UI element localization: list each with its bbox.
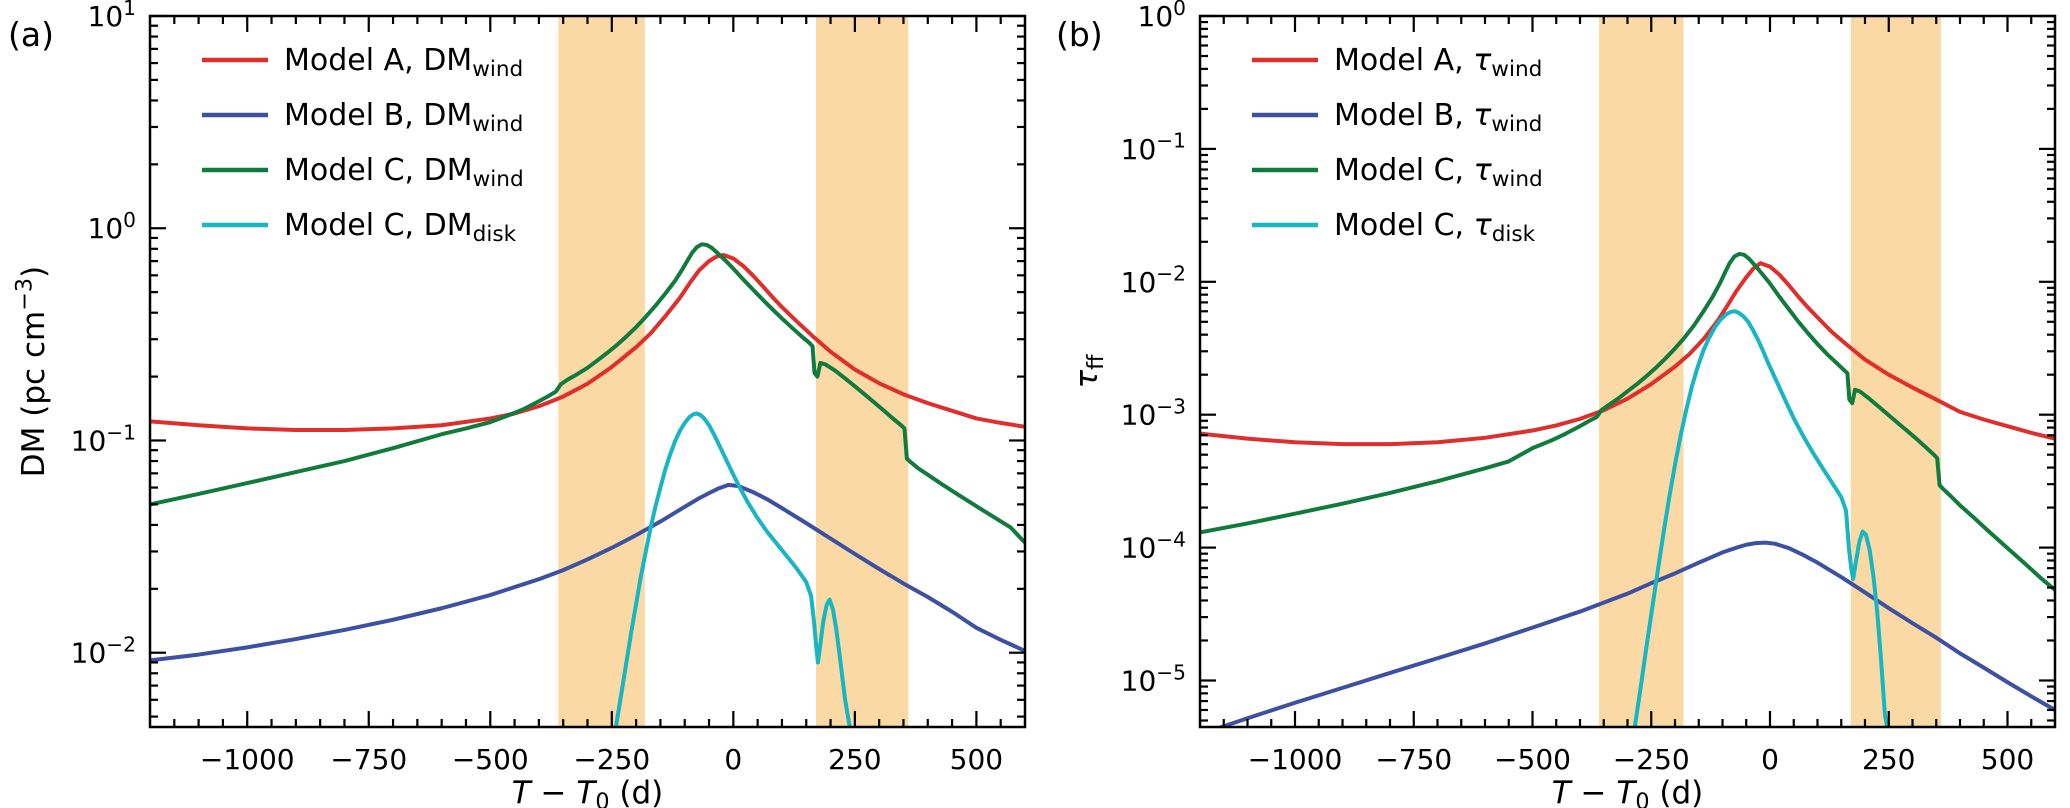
x-tick-label: 250 <box>828 743 881 776</box>
panel-b: −1000 −750 −500 −250 0 250 500 100 10−1 10−2 10−3 1… <box>1069 0 2057 808</box>
panel-b-letter: (b) <box>1056 15 1103 54</box>
legend: Model A, DMwind Model B, DMwind Model C, D… <box>202 43 524 247</box>
series-model-b-tau-wind <box>1217 540 2055 727</box>
series-model-c-tau-wind <box>1200 251 2055 592</box>
legend-label-model-c-tau-disk: Model C, τdisk <box>1334 208 1536 247</box>
series-model-c-tau-disk <box>1632 309 1890 727</box>
x-tick-label: −250 <box>573 743 650 776</box>
x-axis-label: T − T0 (d) <box>1552 775 1704 808</box>
highlight-band <box>558 16 645 727</box>
y-tick-label: 10−5 <box>1121 660 1186 697</box>
series-model-a-tau-wind <box>1200 261 2055 447</box>
legend-label-model-c-dm-wind: Model C, DMwind <box>284 153 524 192</box>
legend-label-model-c-dm-disk: Model C, DMdisk <box>284 208 517 247</box>
x-tick-label: −1000 <box>200 743 295 776</box>
x-tick-label: −750 <box>330 743 407 776</box>
series-model-c-dm-disk <box>613 411 852 727</box>
series-curves <box>1200 251 2055 727</box>
legend-label-model-b-tau-wind: Model B, τwind <box>1334 98 1542 137</box>
series-model-a-dm-wind <box>150 253 1025 433</box>
x-tick-label: −500 <box>452 743 529 776</box>
y-tick-label: 100 <box>88 208 136 245</box>
x-tick-label: −1000 <box>1248 743 1343 776</box>
y-tick-label: 10−2 <box>71 633 136 670</box>
highlight-band <box>1850 16 1941 727</box>
x-tick-label: 500 <box>1981 743 2034 776</box>
panel-a: −1000 −750 −500 −250 0 250 500 101 100 10−1 10−2 T … <box>12 0 1027 808</box>
x-tick-label: −500 <box>1494 743 1571 776</box>
y-tick-label: 10−1 <box>71 420 136 457</box>
y-tick-label: 10−1 <box>1121 129 1186 166</box>
x-axis-label: T − T0 (d) <box>512 775 664 808</box>
legend-label-model-c-tau-wind: Model C, τwind <box>1334 153 1543 192</box>
x-tick-label: 0 <box>724 743 742 776</box>
y-tick-label: 10−2 <box>1121 262 1186 299</box>
tick-marks <box>1200 14 2055 727</box>
tick-marks <box>150 14 1025 727</box>
y-axis-label: DM (pc cm−3) <box>12 266 52 477</box>
x-tick-label: −250 <box>1613 743 1690 776</box>
legend: Model A, τwind Model B, τwind Model C, τwi… <box>1252 43 1543 247</box>
x-tick-label: 0 <box>1761 743 1779 776</box>
series-model-c-dm-wind <box>150 242 1025 545</box>
y-tick-label: 101 <box>88 0 136 33</box>
x-tick-label: 500 <box>950 743 1003 776</box>
legend-label-model-a-dm-wind: Model A, DMwind <box>284 43 523 82</box>
series-model-b-dm-wind <box>150 482 1025 663</box>
series-curves <box>150 242 1025 727</box>
legend-label-model-b-dm-wind: Model B, DMwind <box>284 98 523 137</box>
y-axis-label: τff <box>1069 354 1109 389</box>
y-tick-label: 100 <box>1138 0 1186 33</box>
x-tick-label: 250 <box>1862 743 1915 776</box>
y-tick-label: 10−4 <box>1121 527 1186 564</box>
legend-label-model-a-tau-wind: Model A, τwind <box>1334 43 1542 82</box>
y-tick-label: 10−3 <box>1121 394 1186 431</box>
panel-a-letter: (a) <box>8 15 54 54</box>
x-tick-label: −750 <box>1375 743 1452 776</box>
